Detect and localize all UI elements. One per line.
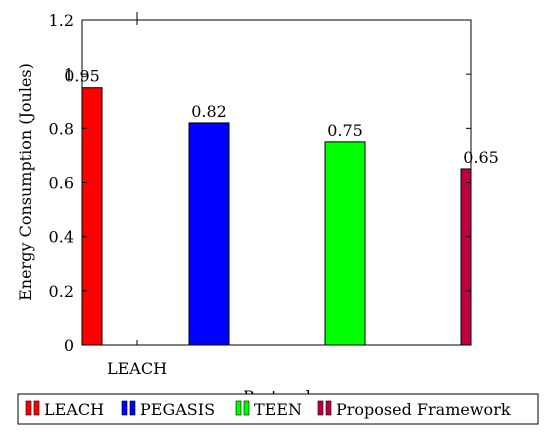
legend-swatch-pegasis <box>129 400 136 416</box>
y-tick-label: 0.8 <box>49 119 74 138</box>
legend-label-leach: LEACH <box>44 400 104 419</box>
data-label-proposed-framework: 0.65 <box>463 148 499 167</box>
legend: LEACH PEGASIS TEEN Proposed Framework <box>17 393 539 425</box>
bar-pegasis <box>188 122 230 346</box>
legend-label-teen: TEEN <box>254 400 302 419</box>
y-tick-label: 0.4 <box>49 228 74 247</box>
legend-label-proposed-framework: Proposed Framework <box>336 400 511 419</box>
legend-swatch-leach <box>25 400 32 416</box>
legend-swatch-proposed-framework <box>317 400 324 416</box>
legend-box <box>17 393 539 425</box>
bar-leach <box>81 87 103 346</box>
data-labels-group: 0.95 0.82 0.75 0.65 <box>64 67 499 167</box>
bar-teen <box>324 141 366 346</box>
legend-swatch-leach <box>33 400 40 416</box>
data-label-pegasis: 0.82 <box>191 102 227 121</box>
legend-swatch-proposed-framework <box>325 400 332 416</box>
y-axis: 0 0.2 0.4 0.6 0.8 1 1.2 <box>49 11 471 355</box>
y-axis-title: Energy Consumption (Joules) <box>16 63 35 301</box>
x-axis: LEACH <box>107 12 167 378</box>
y-tick-label: 1.2 <box>49 11 74 30</box>
legend-label-pegasis: PEGASIS <box>140 400 215 419</box>
y-tick-label: 0.2 <box>49 282 74 301</box>
legend-swatch-pegasis <box>121 400 128 416</box>
y-tick-label: 0.6 <box>49 174 74 193</box>
legend-swatch-teen <box>235 400 242 416</box>
bars-group <box>81 87 472 346</box>
data-label-teen: 0.75 <box>327 121 363 140</box>
bar-proposed-framework <box>460 168 472 346</box>
plot-frame <box>81 19 472 346</box>
x-tick-label: LEACH <box>107 359 167 378</box>
data-label-leach: 0.95 <box>64 67 100 86</box>
y-tick-label: 1 <box>64 65 74 84</box>
legend-swatch-teen <box>243 400 250 416</box>
y-tick-label: 0 <box>64 336 74 355</box>
